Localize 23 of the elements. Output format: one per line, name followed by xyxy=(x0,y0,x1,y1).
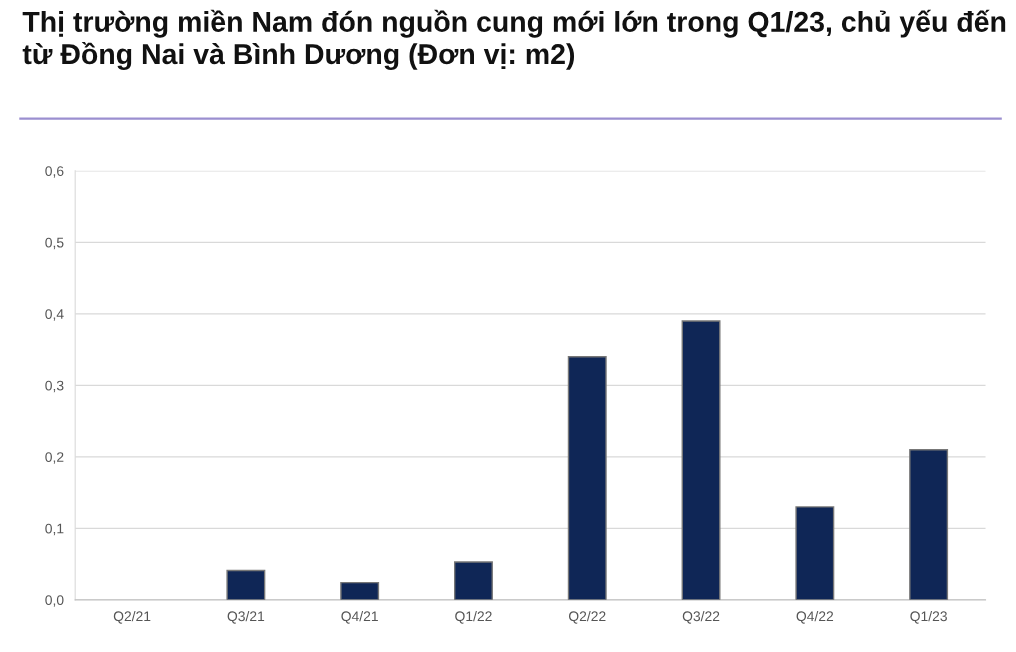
bar xyxy=(567,356,607,600)
bar xyxy=(226,569,266,600)
x-tick-label: Q1/23 xyxy=(910,610,947,624)
chart-title: Thị trường miền Nam đón nguồn cung mới lớn trong Q1/23, chủ yếu đến từ Đồng Nai và Bình Dương (Đơn vị: m2) xyxy=(22,9,1006,70)
y-tick-label: 0,5 xyxy=(45,237,64,250)
x-tick-label: Q1/22 xyxy=(455,610,492,624)
bar xyxy=(340,581,380,600)
x-tick-label: Q2/21 xyxy=(113,610,151,624)
x-tick-label: Q2/22 xyxy=(568,610,606,624)
y-tick-label: 0,6 xyxy=(45,166,64,178)
bar xyxy=(795,506,835,600)
x-tick-label: Q3/21 xyxy=(227,610,265,624)
y-tick-label: 0,4 xyxy=(45,309,64,321)
y-tick-label: 0,2 xyxy=(45,452,64,464)
bar xyxy=(453,561,493,600)
x-tick-label: Q3/22 xyxy=(682,610,720,624)
y-tick-label: 0,1 xyxy=(45,523,64,536)
bar xyxy=(909,448,949,600)
y-tick-label: 0,3 xyxy=(45,380,64,393)
y-tick-label: 0,0 xyxy=(45,595,64,607)
x-tick-label: Q4/21 xyxy=(341,610,378,624)
bar xyxy=(681,320,721,600)
x-tick-label: Q4/22 xyxy=(796,610,834,624)
